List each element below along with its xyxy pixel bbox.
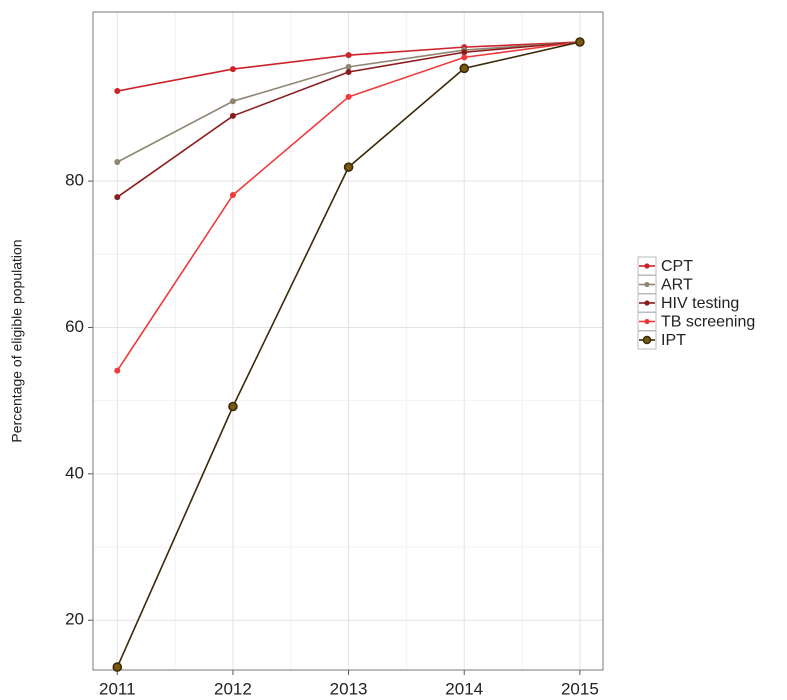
data-point: [461, 54, 468, 61]
data-point: [112, 662, 123, 672]
legend-point: [642, 335, 652, 345]
x-tick-label: 2014: [445, 679, 483, 698]
y-tick-label: 20: [65, 610, 84, 629]
legend-label: IPT: [661, 332, 686, 349]
y-tick-label: 40: [65, 463, 84, 482]
legend-point: [644, 318, 650, 325]
y-tick-label: 60: [65, 317, 84, 336]
legend-point: [644, 300, 650, 306]
data-point: [345, 52, 352, 59]
data-point: [229, 66, 236, 73]
legend-point: [644, 263, 650, 269]
legend-point: [644, 281, 650, 288]
data-point: [114, 159, 121, 166]
y-tick-label: 80: [65, 171, 84, 190]
data-point: [114, 194, 121, 201]
x-tick-label: 2011: [99, 679, 136, 698]
data-point: [575, 37, 585, 47]
data-point: [114, 367, 121, 374]
data-point: [229, 112, 236, 119]
data-point: [459, 63, 470, 74]
legend-label: CPT: [661, 258, 693, 275]
legend-label: TB screening: [661, 314, 755, 331]
y-axis-label: Percentage of eligible population: [9, 239, 25, 442]
x-tick-label: 2015: [561, 679, 599, 698]
data-point: [228, 401, 238, 412]
plot-border: [92, 11, 604, 671]
data-point: [345, 93, 352, 100]
data-point: [461, 49, 468, 56]
data-point: [345, 69, 352, 76]
x-tick-label: 2012: [214, 679, 252, 698]
data-point: [345, 63, 352, 70]
legend-label: HIV testing: [661, 295, 739, 312]
data-point: [229, 191, 236, 198]
legend-label: ART: [661, 277, 693, 294]
data-point: [114, 88, 121, 95]
data-point: [229, 98, 236, 105]
data-point: [343, 162, 354, 172]
x-tick-label: 2013: [330, 679, 368, 698]
